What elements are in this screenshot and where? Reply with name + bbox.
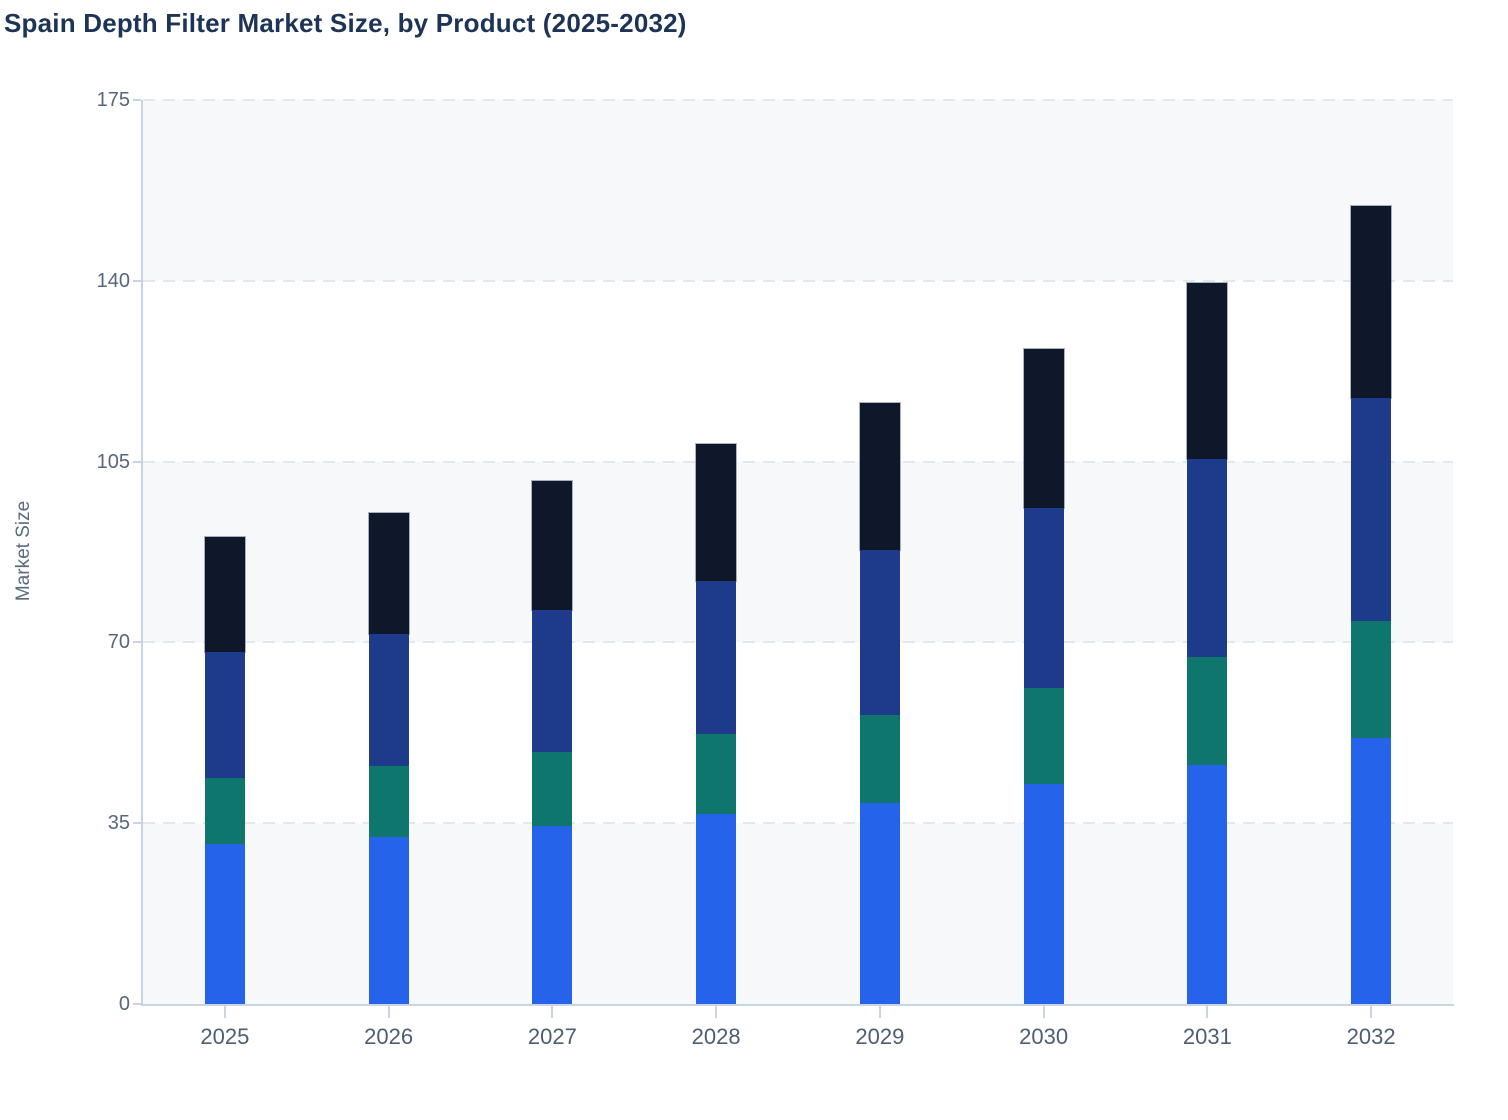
bar-segment-2030-series-1[interactable] [1023, 783, 1064, 1004]
gridline-y-140 [143, 279, 1453, 282]
bar-segment-2028-series-1[interactable] [696, 814, 737, 1004]
y-tick-label-35: 35 [107, 812, 130, 835]
bar-segment-2031-series-1[interactable] [1187, 764, 1228, 1004]
bar-2029[interactable] [858, 402, 901, 1004]
y-tick-mark-140 [133, 279, 141, 282]
x-tick-label-2029: 2029 [855, 1024, 905, 1049]
y-tick-mark-105 [133, 460, 141, 463]
x-tick-label-2027: 2027 [527, 1024, 577, 1049]
bar-segment-2027-series-2[interactable] [532, 752, 573, 826]
bar-2027[interactable] [531, 480, 574, 1004]
bar-segment-2032-series-4[interactable] [1350, 205, 1393, 400]
gridline-y-105 [143, 460, 1453, 463]
x-tick-label-2026: 2026 [364, 1024, 414, 1049]
x-tick-label-2028: 2028 [691, 1024, 741, 1049]
y-tick-label-175: 175 [96, 89, 130, 111]
bar-2028[interactable] [695, 443, 738, 1004]
bar-segment-2029-series-1[interactable] [859, 802, 900, 1004]
x-tick-label-2025: 2025 [200, 1024, 250, 1049]
bar-segment-2030-series-3[interactable] [1023, 508, 1064, 688]
gridline-y-70 [143, 641, 1453, 644]
y-tick-label-140: 140 [96, 269, 130, 292]
y-tick-label-70: 70 [107, 631, 130, 654]
bar-segment-2028-series-3[interactable] [696, 581, 737, 734]
y-tick-mark-70 [133, 641, 141, 644]
bar-segment-2029-series-3[interactable] [859, 549, 900, 716]
x-tick-mark-2027 [551, 1006, 554, 1018]
bar-2025[interactable] [203, 536, 246, 1004]
bar-segment-2031-series-3[interactable] [1187, 459, 1228, 658]
bar-segment-2026-series-3[interactable] [368, 633, 409, 767]
bar-segment-2032-series-3[interactable] [1351, 398, 1392, 622]
bar-segment-2028-series-2[interactable] [696, 733, 737, 815]
bar-segment-2032-series-1[interactable] [1351, 737, 1392, 1004]
bar-2030[interactable] [1022, 348, 1065, 1004]
bar-segment-2027-series-1[interactable] [532, 825, 573, 1004]
x-axis-line [141, 1004, 1454, 1006]
bar-segment-2025-series-1[interactable] [204, 844, 245, 1004]
x-tick-mark-2029 [878, 1006, 881, 1018]
bar-segment-2032-series-2[interactable] [1351, 621, 1392, 738]
plot-area [143, 99, 1453, 1004]
y-tick-mark-0 [133, 1003, 141, 1005]
x-tick-mark-2032 [1370, 1006, 1373, 1018]
x-tick-label-2032: 2032 [1346, 1024, 1396, 1049]
bar-2032[interactable] [1350, 205, 1393, 1004]
bar-segment-2030-series-4[interactable] [1022, 348, 1065, 510]
bar-segment-2031-series-2[interactable] [1187, 657, 1228, 765]
y-tick-label-105: 105 [96, 450, 130, 473]
x-tick-label-2030: 2030 [1019, 1024, 1069, 1049]
x-tick-mark-2031 [1206, 1006, 1209, 1018]
x-tick-label-2031: 2031 [1182, 1024, 1232, 1049]
x-tick-mark-2030 [1042, 1006, 1045, 1018]
y-axis-line [141, 100, 143, 1006]
bar-2031[interactable] [1186, 282, 1229, 1004]
bar-segment-2027-series-4[interactable] [531, 480, 574, 611]
bar-segment-2026-series-1[interactable] [368, 836, 409, 1004]
bar-segment-2028-series-4[interactable] [695, 443, 738, 583]
bar-segment-2031-series-4[interactable] [1186, 282, 1229, 461]
x-tick-mark-2026 [387, 1006, 390, 1018]
bar-segment-2025-series-4[interactable] [203, 536, 246, 653]
y-tick-mark-35 [133, 822, 141, 825]
x-tick-mark-2025 [223, 1006, 226, 1018]
bar-segment-2029-series-2[interactable] [859, 715, 900, 803]
bar-segment-2027-series-3[interactable] [532, 609, 573, 753]
bar-segment-2026-series-4[interactable] [367, 512, 410, 635]
y-axis-title: Market Size [13, 500, 34, 602]
x-tick-mark-2028 [715, 1006, 718, 1018]
bar-segment-2025-series-3[interactable] [204, 651, 245, 778]
gridline-y-175 [143, 99, 1453, 101]
chart-title: Spain Depth Filter Market Size, by Produ… [4, 8, 687, 38]
bar-segment-2025-series-2[interactable] [204, 777, 245, 845]
gridline-y-35 [143, 822, 1453, 825]
bar-segment-2026-series-2[interactable] [368, 766, 409, 837]
bar-segment-2030-series-2[interactable] [1023, 687, 1064, 784]
y-tick-mark-175 [133, 99, 141, 101]
y-tick-label-0: 0 [118, 993, 130, 1015]
bar-2026[interactable] [367, 512, 410, 1004]
bar-segment-2029-series-4[interactable] [858, 402, 901, 551]
